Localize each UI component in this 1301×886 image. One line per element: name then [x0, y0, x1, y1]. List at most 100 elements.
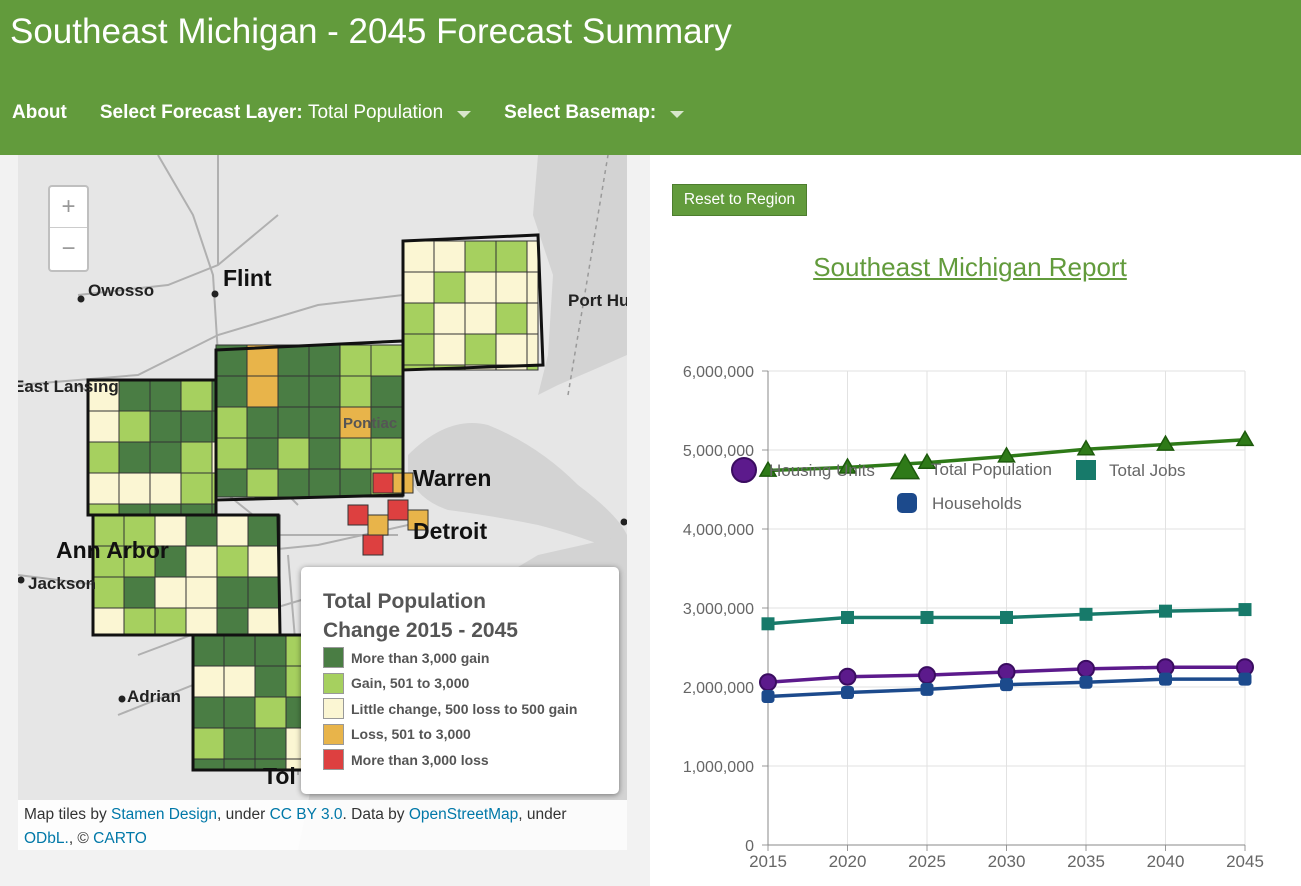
data-point-total-jobs[interactable]: [761, 617, 775, 631]
osm-link[interactable]: OpenStreetMap: [408, 806, 519, 823]
map-cell[interactable]: [246, 468, 279, 498]
data-point-households[interactable]: [841, 686, 854, 700]
data-point-total-population[interactable]: [838, 457, 857, 474]
map-cell[interactable]: [192, 758, 225, 771]
map-view[interactable]: Flint Owosso Port Hu East Lansing Pontia…: [18, 155, 627, 850]
map-cell[interactable]: [495, 302, 528, 335]
map-cell[interactable]: [87, 410, 120, 443]
map-cell[interactable]: [495, 240, 528, 273]
map-cell[interactable]: [402, 271, 435, 304]
map-cell[interactable]: [277, 406, 310, 439]
map-cell[interactable]: [495, 271, 528, 304]
data-point-households[interactable]: [1238, 672, 1252, 686]
odbl-link[interactable]: ODbL.: [24, 830, 69, 847]
map-cell[interactable]: [347, 504, 369, 526]
map-cell[interactable]: [118, 379, 151, 412]
map-cell[interactable]: [185, 545, 218, 578]
map-cell[interactable]: [246, 344, 279, 377]
map-cell[interactable]: [339, 375, 372, 408]
zoom-in-button[interactable]: +: [50, 187, 87, 228]
map-cell[interactable]: [215, 468, 248, 498]
map-cell[interactable]: [433, 302, 466, 335]
map-cell[interactable]: [433, 333, 466, 366]
map-cell[interactable]: [464, 271, 497, 304]
data-point-households[interactable]: [1000, 678, 1013, 692]
data-point-total-jobs[interactable]: [1079, 607, 1093, 621]
map-cell[interactable]: [180, 410, 213, 443]
map-cell[interactable]: [247, 514, 280, 547]
map-cell[interactable]: [402, 333, 435, 366]
map-cell[interactable]: [402, 302, 435, 335]
map-cell[interactable]: [192, 634, 225, 667]
map-cell[interactable]: [246, 437, 279, 470]
map-cell[interactable]: [277, 344, 310, 377]
data-point-households[interactable]: [920, 682, 934, 696]
map-cell[interactable]: [154, 514, 187, 547]
map-cell[interactable]: [223, 727, 256, 760]
map-cell[interactable]: [118, 410, 151, 443]
legend-marker-total-population[interactable]: [889, 453, 921, 480]
map-cell[interactable]: [308, 375, 341, 408]
map-cell[interactable]: [246, 375, 279, 408]
map-cell[interactable]: [464, 240, 497, 273]
map-cell[interactable]: [149, 503, 182, 516]
map-cell[interactable]: [402, 240, 435, 273]
map-cell[interactable]: [308, 406, 341, 439]
map-cell[interactable]: [254, 665, 287, 698]
data-point-total-jobs[interactable]: [1159, 604, 1172, 618]
legend-label-total-population[interactable]: Total Population: [931, 460, 1052, 479]
data-point-total-jobs[interactable]: [1238, 603, 1252, 617]
map-cell[interactable]: [367, 514, 389, 536]
map-cell[interactable]: [223, 665, 256, 698]
map-cell[interactable]: [370, 437, 403, 470]
map-cell[interactable]: [308, 344, 341, 377]
data-point-total-jobs[interactable]: [1000, 610, 1013, 624]
map-cell[interactable]: [216, 607, 249, 636]
map-cell[interactable]: [308, 468, 341, 498]
map-cell[interactable]: [216, 545, 249, 578]
data-point-total-population[interactable]: [997, 446, 1016, 463]
data-point-households[interactable]: [761, 689, 775, 703]
map-cell[interactable]: [149, 410, 182, 443]
map-cell[interactable]: [118, 503, 151, 516]
map-cell[interactable]: [247, 576, 280, 609]
map-cell[interactable]: [149, 379, 182, 412]
map-cell[interactable]: [87, 472, 120, 505]
forecast-layer-dropdown[interactable]: Select Forecast Layer: Total Population: [100, 102, 472, 124]
map-cell[interactable]: [308, 437, 341, 470]
map-cell[interactable]: [180, 503, 213, 516]
data-point-total-jobs[interactable]: [841, 610, 854, 624]
map-cell[interactable]: [123, 545, 156, 578]
map-cell[interactable]: [185, 607, 218, 636]
map-cell[interactable]: [118, 472, 151, 505]
map-cell[interactable]: [254, 634, 287, 667]
map-cell[interactable]: [277, 437, 310, 470]
map-cell[interactable]: [185, 576, 218, 609]
basemap-dropdown[interactable]: Select Basemap:: [504, 102, 685, 124]
legend-label-total-jobs[interactable]: Total Jobs: [1109, 461, 1186, 480]
legend-marker-households[interactable]: [897, 493, 917, 513]
data-point-housing-units[interactable]: [838, 667, 857, 686]
map-cell[interactable]: [223, 696, 256, 729]
map-cell[interactable]: [370, 344, 403, 377]
data-point-total-jobs[interactable]: [920, 610, 934, 624]
data-point-total-population[interactable]: [1156, 434, 1175, 451]
map-cell[interactable]: [362, 534, 384, 556]
map-cell[interactable]: [92, 514, 125, 547]
map-cell[interactable]: [372, 472, 394, 494]
map-cell[interactable]: [277, 468, 310, 498]
map-cell[interactable]: [185, 514, 218, 547]
legend-label-households[interactable]: Households: [932, 494, 1022, 513]
map-cell[interactable]: [118, 441, 151, 474]
map-cell[interactable]: [254, 696, 287, 729]
reset-to-region-button[interactable]: Reset to Region: [672, 184, 807, 216]
map-cell[interactable]: [192, 665, 225, 698]
about-link[interactable]: About: [12, 102, 67, 123]
map-cell[interactable]: [192, 696, 225, 729]
data-point-households[interactable]: [1159, 672, 1172, 686]
legend-marker-total-jobs[interactable]: [1076, 460, 1096, 480]
data-point-total-population[interactable]: [917, 452, 937, 469]
map-cell[interactable]: [180, 379, 213, 412]
map-cell[interactable]: [433, 240, 466, 273]
map-cell[interactable]: [526, 271, 539, 304]
